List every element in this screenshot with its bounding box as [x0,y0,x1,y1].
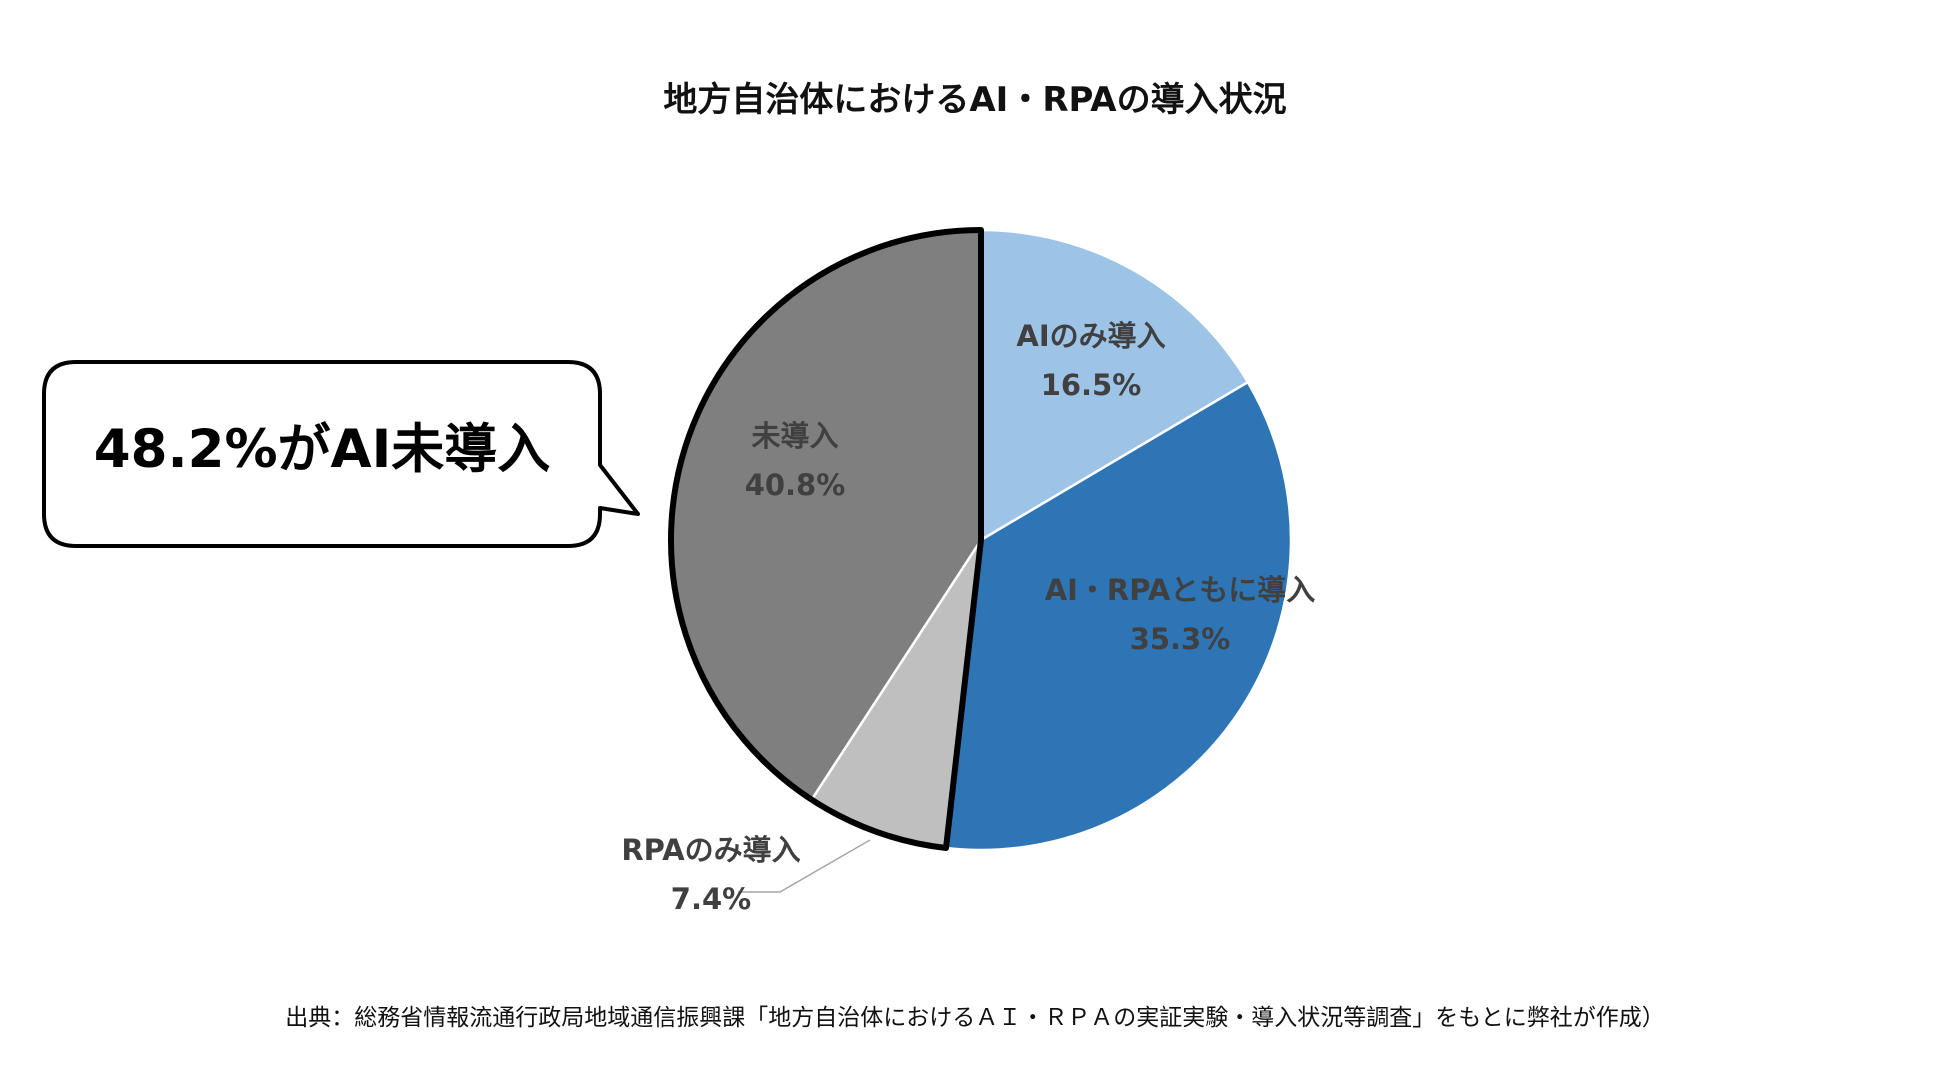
slice-value: 16.5% [911,361,1271,410]
source-note: 出典：総務省情報流通行政局地域通信振興課「地方自治体におけるＡＩ・ＲＰＡの実証実… [0,998,1950,1032]
slice-name: AI・RPAともに導入 [1000,566,1360,615]
slice-value: 7.4% [531,875,891,924]
slice-label-ai-rpa: AI・RPAともに導入 35.3% [1000,566,1360,664]
slice-name: 未導入 [615,412,975,461]
slice-value: 40.8% [615,461,975,510]
slice-label-ai-only: AIのみ導入 16.5% [911,312,1271,410]
slice-label-rpa-only: RPAのみ導入 7.4% [531,826,891,924]
slice-name: RPAのみ導入 [531,826,891,875]
slice-name: AIのみ導入 [911,312,1271,361]
slice-value: 35.3% [1000,615,1360,664]
callout-text: 48.2%がAI未導入 [48,412,596,488]
slice-label-not-introduced: 未導入 40.8% [615,412,975,510]
chart-title: 地方自治体におけるAI・RPAの導入状況 [0,72,1950,121]
